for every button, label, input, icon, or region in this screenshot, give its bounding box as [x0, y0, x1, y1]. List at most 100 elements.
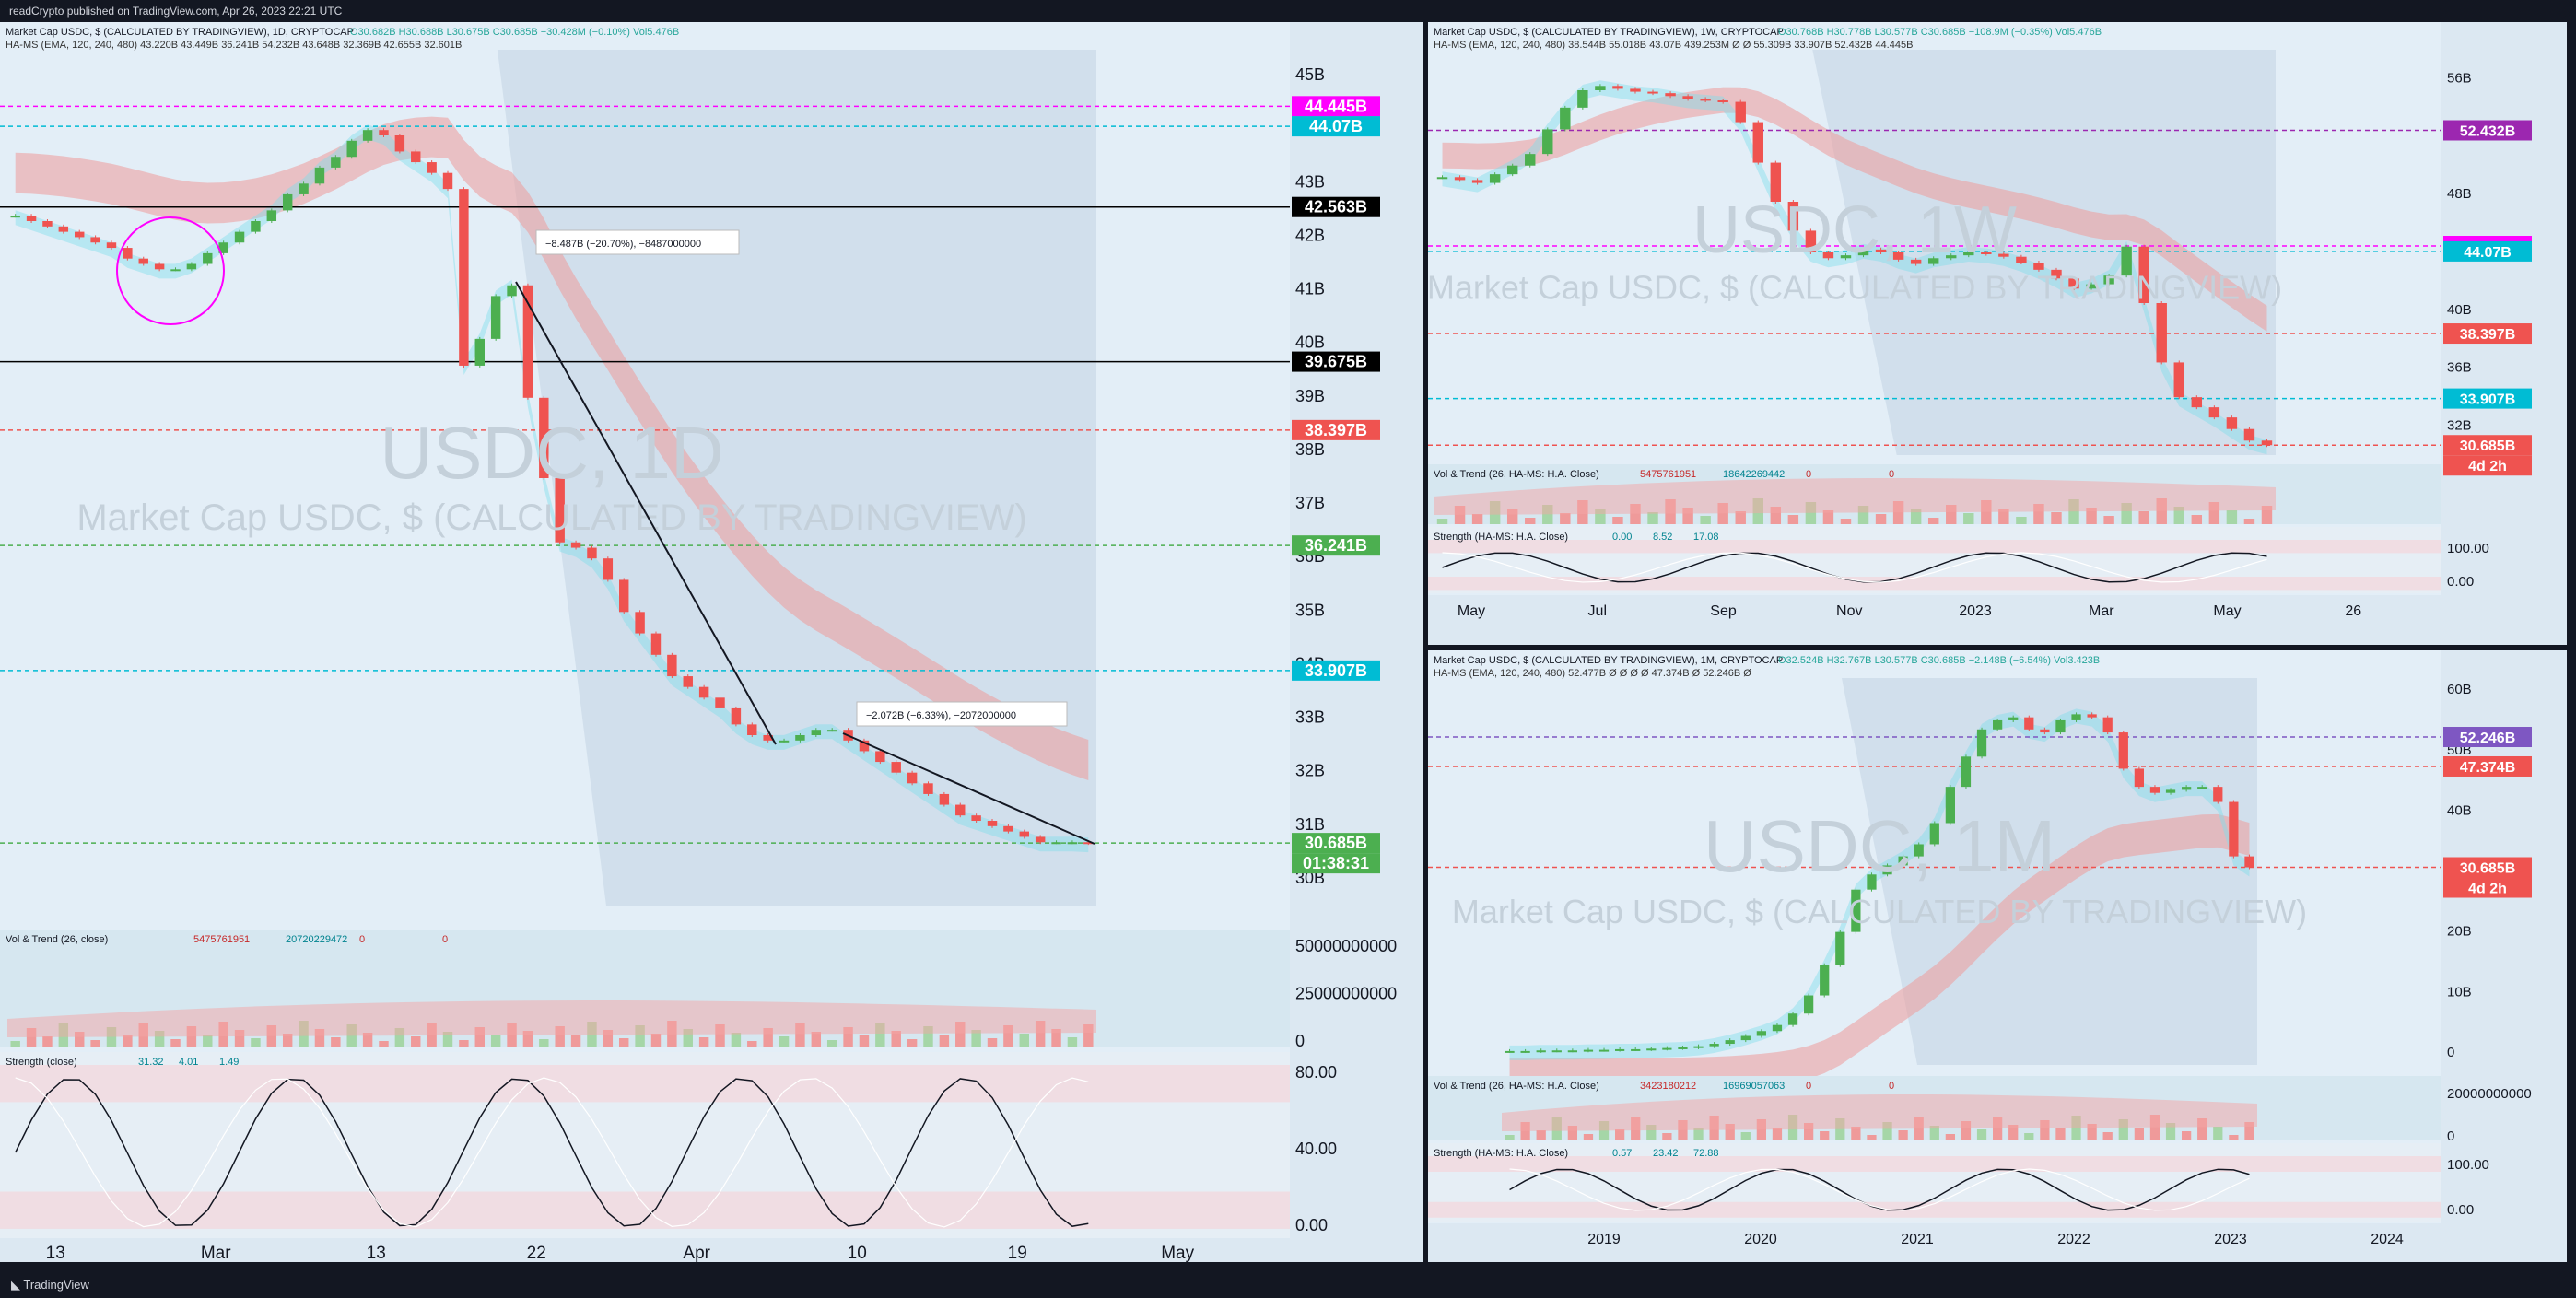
candle[interactable]: [1892, 252, 1904, 260]
candle[interactable]: [75, 231, 85, 238]
candle[interactable]: [747, 724, 757, 735]
candle[interactable]: [234, 231, 245, 243]
candle[interactable]: [1595, 86, 1606, 90]
candle[interactable]: [10, 216, 20, 218]
candle[interactable]: [1898, 856, 1908, 866]
candle[interactable]: [2149, 787, 2160, 793]
candle[interactable]: [971, 815, 981, 821]
candle[interactable]: [587, 547, 597, 559]
candle[interactable]: [2208, 407, 2220, 418]
candle[interactable]: [154, 263, 165, 270]
candle[interactable]: [1019, 831, 1029, 837]
candle[interactable]: [1682, 96, 1693, 99]
candle[interactable]: [26, 216, 37, 221]
candle[interactable]: [1735, 101, 1746, 123]
candle[interactable]: [570, 542, 581, 548]
candle[interactable]: [1520, 1050, 1530, 1053]
candle[interactable]: [90, 237, 100, 243]
candle[interactable]: [427, 162, 437, 173]
candle[interactable]: [2071, 714, 2081, 720]
candle[interactable]: [138, 258, 148, 264]
candle[interactable]: [715, 697, 725, 708]
candle[interactable]: [1805, 230, 1817, 252]
candle[interactable]: [2016, 256, 2027, 263]
candle[interactable]: [2051, 269, 2062, 279]
candle[interactable]: [522, 285, 533, 398]
candle[interactable]: [1875, 249, 1887, 252]
candle[interactable]: [811, 730, 822, 735]
candle[interactable]: [2121, 246, 2132, 276]
candle[interactable]: [1867, 874, 1877, 890]
candle[interactable]: [266, 210, 277, 221]
candle[interactable]: [1981, 252, 1992, 254]
candle[interactable]: [619, 579, 629, 613]
candle[interactable]: [1662, 1047, 1672, 1050]
candle[interactable]: [1577, 90, 1588, 108]
candle[interactable]: [1598, 1049, 1610, 1052]
candle[interactable]: [459, 189, 469, 366]
candle[interactable]: [42, 221, 53, 227]
candle[interactable]: [1787, 202, 1799, 231]
candle[interactable]: [411, 151, 421, 163]
candle[interactable]: [1963, 252, 1974, 256]
candle[interactable]: [555, 478, 565, 543]
candle[interactable]: [1567, 1050, 1577, 1053]
candle[interactable]: [987, 821, 998, 826]
candle[interactable]: [1506, 165, 1518, 175]
candle[interactable]: [650, 633, 662, 655]
candle[interactable]: [1471, 180, 1483, 183]
candle[interactable]: [1787, 1013, 1798, 1025]
candle[interactable]: [1542, 129, 1553, 155]
candle[interactable]: [442, 172, 453, 190]
candle[interactable]: [1067, 842, 1078, 845]
candle[interactable]: [2024, 717, 2034, 730]
candle[interactable]: [1946, 255, 1957, 259]
candle[interactable]: [1929, 823, 1939, 845]
candle[interactable]: [1820, 965, 1830, 996]
candle[interactable]: [218, 242, 228, 253]
candle[interactable]: [2086, 284, 2097, 289]
candle[interactable]: [2134, 768, 2144, 788]
candle[interactable]: [1035, 836, 1046, 843]
candle[interactable]: [362, 130, 373, 141]
candle[interactable]: [2261, 440, 2273, 446]
candle[interactable]: [1700, 99, 1711, 101]
candle[interactable]: [1612, 86, 1623, 89]
candle[interactable]: [1717, 100, 1728, 102]
candle[interactable]: [2102, 717, 2113, 733]
candle[interactable]: [1525, 154, 1536, 166]
candle[interactable]: [1551, 1050, 1562, 1053]
candle[interactable]: [2173, 362, 2184, 398]
candle[interactable]: [331, 157, 341, 168]
candle[interactable]: [939, 793, 950, 805]
candle[interactable]: [2087, 714, 2097, 718]
candle[interactable]: [1914, 844, 1924, 857]
candle[interactable]: [346, 140, 357, 158]
candle[interactable]: [795, 735, 805, 741]
candle[interactable]: [1630, 88, 1641, 92]
candle[interactable]: [2244, 856, 2254, 868]
candle[interactable]: [875, 751, 885, 763]
candle[interactable]: [2165, 789, 2176, 793]
candle[interactable]: [2191, 397, 2203, 408]
candle[interactable]: [1560, 107, 1571, 130]
candle[interactable]: [1998, 253, 2009, 257]
candle[interactable]: [1051, 842, 1061, 845]
candle[interactable]: [1647, 91, 1658, 94]
candle[interactable]: [667, 654, 677, 677]
candle[interactable]: [859, 740, 870, 752]
candle[interactable]: [2040, 729, 2050, 733]
candle[interactable]: [203, 252, 213, 264]
candle[interactable]: [1003, 825, 1013, 832]
candle[interactable]: [603, 558, 614, 580]
candle[interactable]: [1961, 756, 1972, 788]
candle[interactable]: [1857, 249, 1869, 256]
candle[interactable]: [2156, 303, 2167, 363]
monthly-chart-panel[interactable]: USDC, 1M Market Cap USDC, $ (CALCULATED B…: [1428, 650, 2567, 1262]
candle[interactable]: [731, 707, 742, 725]
candle[interactable]: [1822, 252, 1834, 259]
candle[interactable]: [2008, 717, 2019, 720]
candle[interactable]: [251, 221, 261, 232]
candle[interactable]: [2197, 787, 2207, 789]
